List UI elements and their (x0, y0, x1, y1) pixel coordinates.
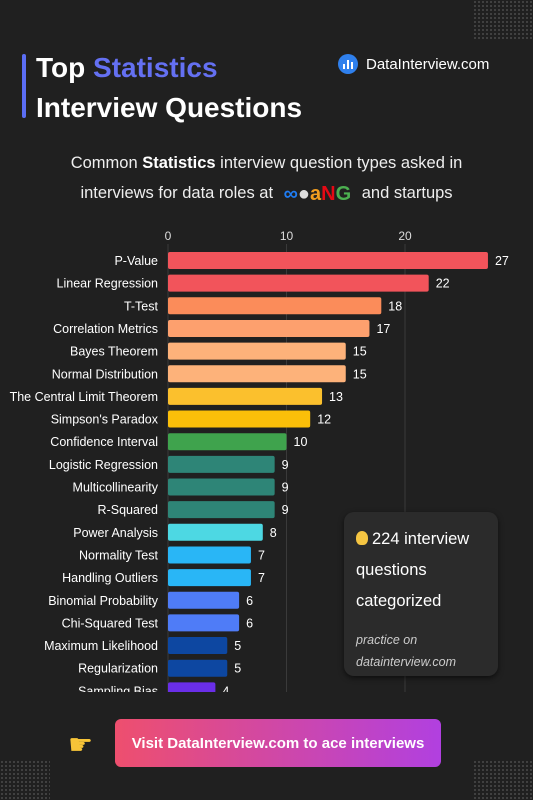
stat-sub: practice on datainterview.com (356, 633, 457, 669)
category-label: Maximum Likelihood (44, 639, 158, 653)
data-label: 4 (222, 684, 229, 692)
category-label: The Central Limit Theorem (10, 390, 158, 404)
data-label: 12 (317, 413, 331, 427)
lightbulb-icon (356, 531, 368, 545)
bar (168, 365, 346, 383)
x-tick-label: 0 (165, 229, 172, 243)
subtitle-line2-end: and startups (361, 184, 453, 202)
bar (168, 455, 275, 473)
data-label: 22 (436, 277, 450, 291)
data-label: 15 (353, 367, 367, 381)
data-label: 7 (258, 571, 265, 585)
category-label: Chi-Squared Test (62, 616, 159, 630)
bar (168, 591, 240, 609)
dot-pattern-bottom-left (0, 760, 50, 800)
data-label: 9 (282, 458, 289, 472)
dot-pattern-top-right (473, 0, 533, 40)
cta-button[interactable]: Visit DataInterview.com to ace interview… (115, 719, 441, 767)
bar (168, 297, 382, 315)
title-prefix: Top (36, 52, 94, 83)
bar (168, 523, 263, 541)
data-label: 10 (294, 435, 308, 449)
category-label: Simpson's Paradox (51, 413, 159, 427)
stat-main-wrap: 224 interview questions categorized (356, 524, 486, 617)
data-label: 17 (376, 322, 390, 336)
bar (168, 252, 488, 269)
subtitle-part2: interview question types asked in (215, 154, 463, 172)
data-label: 9 (282, 503, 289, 517)
subtitle: Common Statistics interview question typ… (0, 148, 533, 209)
amazon-logo: a (310, 182, 322, 205)
meta-logo: ∞ (283, 182, 298, 205)
category-label: P-Value (114, 254, 158, 268)
x-tick-label: 10 (280, 229, 294, 243)
stat-card: 224 interview questions categorized prac… (344, 512, 498, 676)
category-label: Power Analysis (73, 526, 158, 540)
bar (168, 659, 228, 677)
data-label: 15 (353, 345, 367, 359)
category-label: Regularization (78, 662, 158, 676)
netflix-logo: N (321, 182, 336, 205)
data-label: 5 (234, 639, 241, 653)
bar (168, 433, 287, 451)
bar (168, 637, 228, 655)
bar (168, 410, 311, 428)
category-label: Handling Outliers (62, 571, 158, 585)
category-label: Binomial Probability (48, 594, 159, 608)
category-label: Correlation Metrics (53, 322, 158, 336)
stat-main: 224 interview questions categorized (356, 530, 470, 610)
data-label: 5 (234, 662, 241, 676)
subtitle-line2-start: interviews for data roles at (80, 184, 274, 202)
brand-name: DataInterview.com (366, 55, 490, 73)
category-label: Normal Distribution (52, 367, 158, 381)
data-label: 8 (270, 526, 277, 540)
data-label: 13 (329, 390, 343, 404)
dot-pattern-bottom-right (473, 760, 533, 800)
data-label: 6 (246, 594, 253, 608)
category-label: Logistic Regression (49, 458, 158, 472)
category-label: Confidence Interval (50, 435, 158, 449)
category-label: Sampling Bias (78, 684, 158, 692)
title-accent-bar (22, 54, 26, 118)
bar (168, 387, 323, 405)
bar (168, 569, 251, 587)
category-label: T-Test (124, 299, 159, 313)
bar-chart-icon (338, 54, 358, 74)
x-tick-label: 20 (398, 229, 412, 243)
data-label: 6 (246, 616, 253, 630)
bar (168, 342, 346, 360)
data-label: 7 (258, 548, 265, 562)
title-line2: Interview Questions (36, 92, 303, 123)
category-label: Normality Test (79, 548, 158, 562)
page-title: Top Statistics Interview Questions (36, 48, 302, 128)
bar (168, 478, 275, 496)
pointing-hand-icon: ☛ (68, 729, 94, 760)
category-label: Bayes Theorem (70, 345, 158, 359)
data-label: 18 (388, 299, 402, 313)
brand: DataInterview.com (338, 54, 489, 74)
bar-chart: 0 10 20 P-Value 27 Linear Regression 22 T-Test 1… (10, 229, 509, 692)
bar (168, 682, 216, 692)
data-label: 9 (282, 481, 289, 495)
bar (168, 501, 275, 519)
bar (168, 614, 240, 632)
subtitle-part1: Common (70, 154, 143, 172)
company-logos: ∞●aNG (284, 179, 352, 209)
subtitle-bold: Statistics (142, 154, 216, 172)
category-label: Multicollinearity (73, 481, 159, 495)
bar (168, 319, 370, 337)
apple-logo: ● (297, 182, 310, 205)
title-accent: Statistics (93, 52, 218, 83)
google-logo: G (335, 182, 352, 205)
bar (168, 274, 429, 292)
category-label: Linear Regression (57, 277, 158, 291)
data-label: 27 (495, 254, 509, 268)
bar (168, 546, 251, 564)
category-label: R-Squared (98, 503, 158, 517)
